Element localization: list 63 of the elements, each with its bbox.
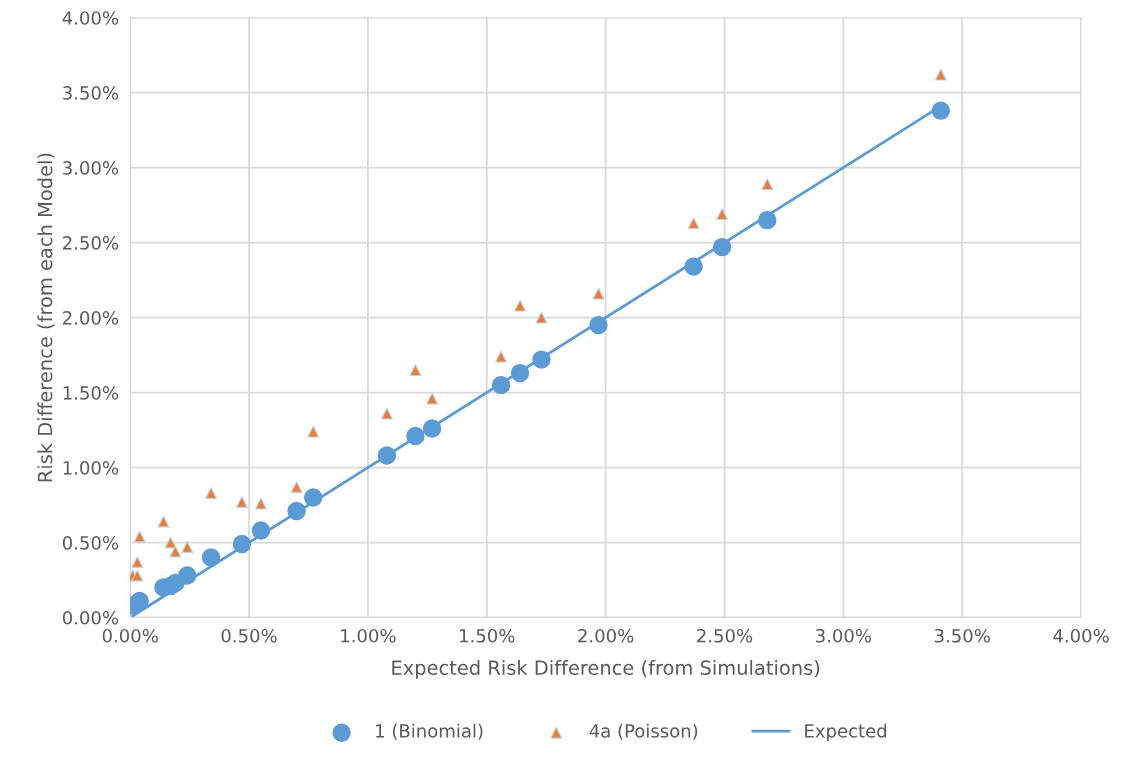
point xyxy=(131,569,144,582)
point xyxy=(254,497,267,510)
y-axis-title: Risk Difference (from each Model) xyxy=(37,153,55,482)
y-tick-label: 3.00% xyxy=(63,161,119,175)
x-tick-label: 2.50% xyxy=(697,628,753,643)
point xyxy=(684,257,703,276)
y-tick-label: 4.00% xyxy=(62,11,119,25)
x-tick-label: 0.50% xyxy=(221,628,277,643)
x-tick-label: 1.00% xyxy=(341,628,396,643)
x-tick-label: 3.50% xyxy=(934,628,990,643)
x-tick-label: 0.00% xyxy=(102,628,158,643)
point xyxy=(380,407,393,420)
point xyxy=(304,488,323,507)
y-tick-label: 3.50% xyxy=(63,86,119,100)
legend-label: Expected xyxy=(805,723,887,742)
point xyxy=(687,217,700,230)
point xyxy=(426,392,439,405)
point xyxy=(201,548,221,567)
point xyxy=(592,287,605,300)
point xyxy=(157,515,170,528)
y-tick-label: 2.50% xyxy=(63,236,119,250)
x-tick-label: 3.00% xyxy=(816,628,872,643)
point xyxy=(181,541,194,553)
point xyxy=(251,521,271,540)
point xyxy=(406,426,425,446)
point xyxy=(934,68,947,81)
point xyxy=(377,446,397,465)
point xyxy=(290,481,303,493)
point xyxy=(235,496,248,508)
x-tick-label: 1.50% xyxy=(460,628,515,643)
point xyxy=(716,208,729,221)
point xyxy=(422,419,442,438)
x-tick-label: 4.00% xyxy=(1053,628,1109,643)
y-tick-label: 0.50% xyxy=(62,535,119,550)
point xyxy=(307,425,320,438)
point xyxy=(931,101,951,120)
point xyxy=(532,350,551,369)
point xyxy=(409,364,422,377)
point xyxy=(510,363,530,383)
legend-label: 4a (Poisson) xyxy=(589,723,698,740)
y-tick-label: 2.00% xyxy=(63,311,119,325)
point xyxy=(130,591,149,611)
point xyxy=(761,178,774,191)
point xyxy=(133,530,146,543)
y-tick-label: 1.00% xyxy=(63,461,119,475)
point xyxy=(495,350,507,363)
point xyxy=(491,375,511,395)
x-tick-label: 2.00% xyxy=(578,628,634,643)
y-tick-label: 1.50% xyxy=(63,386,119,400)
y-tick-label: 0.00% xyxy=(62,610,119,625)
point xyxy=(514,299,526,312)
x-axis-title: Expected Risk Difference (from Simulations) xyxy=(392,659,820,679)
point xyxy=(712,237,732,257)
point xyxy=(287,501,306,521)
point xyxy=(589,315,608,335)
point xyxy=(169,545,182,558)
point xyxy=(758,210,777,230)
point xyxy=(232,534,252,554)
point xyxy=(205,487,217,499)
legend-label: 1 (Binomial) xyxy=(376,723,483,740)
point xyxy=(535,311,548,324)
point xyxy=(131,556,144,568)
point xyxy=(178,566,197,585)
